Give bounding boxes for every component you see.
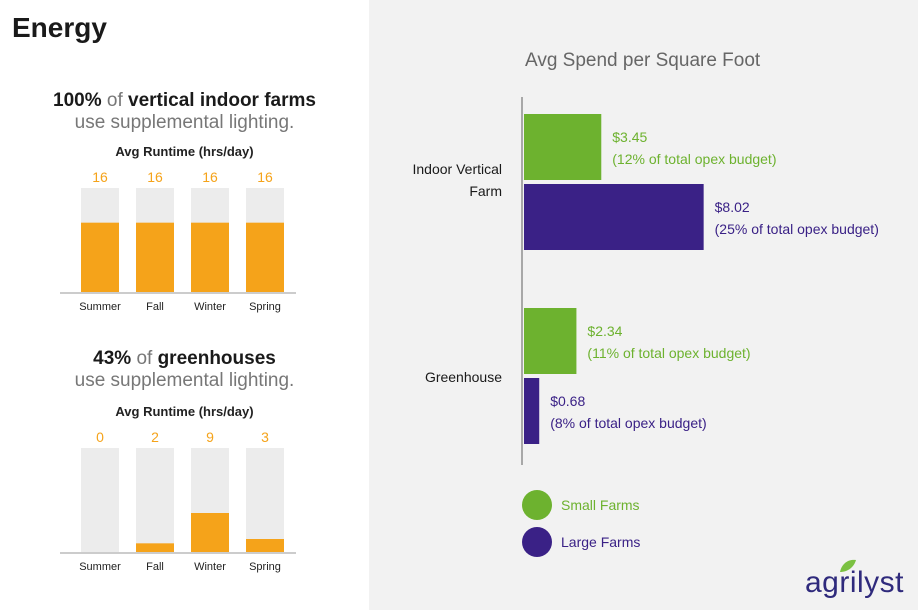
greenhouse-value-fall: 2 [151,429,159,445]
indoor-headline-line2: use supplemental lighting. [74,112,295,133]
value-label-indoor-small: $3.45 [612,129,647,145]
greenhouse-bar-winter [191,513,229,552]
greenhouse-headline: 43% of greenhouses use supplemental ligh… [0,348,369,392]
indoor-bar-spring [246,222,284,292]
greenhouse-subject: greenhouses [157,348,276,369]
greenhouse-label-spring: Spring [249,561,281,573]
indoor-label-winter: Winter [194,301,226,313]
legend-large-farms-label: Large Farms [561,534,641,550]
indoor-headline-line1: 100% of vertical indoor farms [0,90,369,112]
value-label-indoor-large: $8.02 [715,199,750,215]
greenhouse-value-winter: 9 [206,429,214,445]
indoor-label-summer: Summer [79,301,121,313]
indoor-runtime-chart: 16 Summer 16 Fall 16 Winter 16 Spring [60,169,296,313]
legend-large-farms-dot [522,527,552,557]
logo-leaf-icon [840,559,856,572]
legend-small-farms: Small Farms [522,490,640,520]
greenhouse-runtime-title: Avg Runtime (hrs/day) [115,404,254,419]
category-label-greenhouse: Greenhouse [425,369,502,385]
indoor-value-winter: 16 [202,169,218,185]
legend-small-farms-dot [522,490,552,520]
value-label-greenhouse-small: $2.34 [587,323,622,339]
greenhouse-label-fall: Fall [146,561,164,573]
indoor-pct: 100% [53,90,102,111]
bar-indoor-small [524,114,602,180]
spend-chart-title: Avg Spend per Square Foot [525,50,761,71]
indoor-bar-winter [191,222,229,292]
greenhouse-track-summer [81,448,119,552]
indoor-label-spring: Spring [249,301,281,313]
category-label-indoor: Indoor Vertical Farm [413,161,503,199]
greenhouse-bar-spring [246,539,284,552]
indoor-bar-summer [81,222,119,292]
indoor-value-spring: 16 [257,169,273,185]
indoor-bar-fall [136,222,174,292]
indoor-subject: vertical indoor farms [128,90,316,111]
greenhouse-label-summer: Summer [79,561,121,573]
value-label-greenhouse-large: $0.68 [550,393,585,409]
bar-greenhouse-small [524,308,577,374]
bar-greenhouse-large [524,378,540,444]
greenhouse-value-spring: 3 [261,429,269,445]
note-label-indoor-small: (12% of total opex budget) [612,151,776,167]
greenhouse-pct: 43% [93,348,132,369]
note-label-greenhouse-large: (8% of total opex budget) [550,415,706,431]
brand-logo: agrilyst [804,566,904,599]
bar-indoor-large [524,184,704,250]
legend-small-farms-label: Small Farms [561,497,640,513]
greenhouse-label-winter: Winter [194,561,226,573]
spend-chart: Indoor Vertical Farm $3.45 (12% of total op… [413,97,879,465]
legend-large-farms: Large Farms [522,527,640,557]
greenhouse-track-fall [136,448,174,552]
greenhouse-headline-line1: 43% of greenhouses [0,348,369,370]
greenhouse-bar-fall [136,543,174,552]
indoor-value-fall: 16 [147,169,163,185]
right-panel [369,0,918,610]
indoor-label-fall: Fall [146,301,164,313]
page-title: Energy [12,12,107,43]
note-label-indoor-large: (25% of total opex budget) [715,221,879,237]
greenhouse-of: of [131,348,158,369]
greenhouse-headline-line2: use supplemental lighting. [74,370,295,391]
indoor-headline: 100% of vertical indoor farms use supple… [0,90,369,134]
greenhouse-track-spring [246,448,284,552]
greenhouse-value-summer: 0 [96,429,104,445]
indoor-value-summer: 16 [92,169,108,185]
indoor-runtime-title: Avg Runtime (hrs/day) [115,144,254,159]
note-label-greenhouse-small: (11% of total opex budget) [587,345,750,361]
indoor-of: of [101,90,129,111]
greenhouse-runtime-chart: 0 Summer 2 Fall 9 Winter 3 Spring [60,429,296,573]
